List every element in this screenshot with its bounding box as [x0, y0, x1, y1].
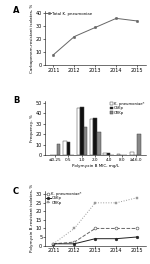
K. pneumoniae* — [94, 227, 96, 230]
CRKp — [73, 227, 75, 230]
Legend: K. pneumoniae*, CSKp, CRKp: K. pneumoniae*, CSKp, CRKp — [110, 101, 145, 115]
CRKp — [94, 201, 96, 204]
K. pneumoniae* — [136, 227, 138, 230]
CSKp — [73, 242, 75, 246]
CSKp — [115, 237, 117, 240]
Bar — [80, 107, 84, 155]
Bar — [97, 132, 100, 155]
CRKp — [115, 201, 117, 204]
Legend: Total K. pneumoniae: Total K. pneumoniae — [46, 11, 93, 16]
Bar — [90, 119, 93, 155]
Bar — [117, 154, 120, 155]
Line: CSKp: CSKp — [52, 235, 138, 245]
CSKp — [94, 237, 96, 240]
Bar — [84, 127, 87, 155]
Bar — [76, 108, 80, 155]
CSKp — [52, 242, 54, 246]
K. pneumoniae* — [115, 227, 117, 230]
Text: C: C — [13, 186, 19, 196]
CRKp — [52, 242, 54, 246]
Bar — [93, 117, 97, 155]
Text: B: B — [13, 96, 19, 105]
Y-axis label: Carbapenem-resistant isolates, %: Carbapenem-resistant isolates, % — [30, 3, 34, 73]
X-axis label: Polymyxin B MIC, mg/L: Polymyxin B MIC, mg/L — [72, 164, 119, 168]
CSKp — [136, 235, 138, 239]
Y-axis label: Frequency, %: Frequency, % — [30, 114, 34, 142]
Bar — [107, 153, 111, 155]
Bar — [103, 153, 107, 155]
CRKp — [136, 196, 138, 199]
Bar — [137, 134, 141, 155]
K. pneumoniae* — [73, 241, 75, 244]
Bar — [57, 144, 60, 155]
K. pneumoniae* — [52, 242, 54, 246]
Legend: K. pneumoniae*, CSKp, CRKp: K. pneumoniae*, CSKp, CRKp — [46, 192, 82, 205]
Y-axis label: Polymyxin B-resistant isolates, %: Polymyxin B-resistant isolates, % — [30, 184, 34, 252]
Line: CRKp: CRKp — [52, 196, 138, 245]
Bar — [67, 142, 70, 155]
Text: A: A — [13, 6, 19, 15]
Line: K. pneumoniae*: K. pneumoniae* — [52, 227, 138, 245]
Bar — [130, 152, 134, 155]
Bar — [63, 141, 67, 155]
